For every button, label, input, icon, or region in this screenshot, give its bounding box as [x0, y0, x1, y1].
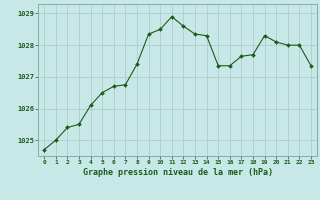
- X-axis label: Graphe pression niveau de la mer (hPa): Graphe pression niveau de la mer (hPa): [83, 168, 273, 177]
